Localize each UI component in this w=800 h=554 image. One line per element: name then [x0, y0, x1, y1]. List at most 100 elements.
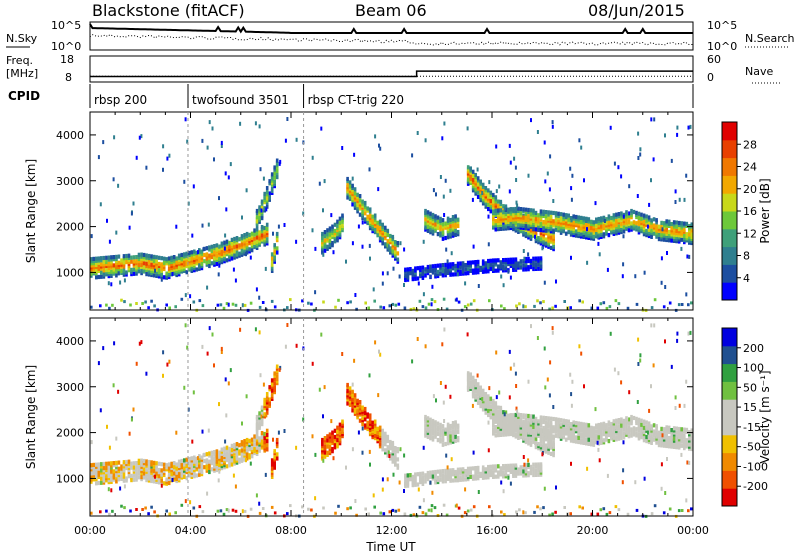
power-cell [348, 186, 352, 191]
velocity-cell [337, 504, 340, 508]
velocity-cell [142, 467, 146, 472]
power-cell [503, 307, 506, 311]
power-cell [527, 265, 530, 270]
velocity-cell [533, 510, 536, 514]
power-cell [238, 237, 241, 242]
power-cell [391, 253, 395, 258]
power-cell [135, 259, 138, 264]
power-cell [469, 170, 472, 175]
velocity-cell [328, 432, 332, 437]
power-cell [625, 220, 628, 225]
velocity-cell [262, 382, 265, 387]
power-cell [392, 266, 395, 271]
power-cell [353, 201, 357, 206]
velocity-cell [612, 429, 616, 434]
power-cell [346, 185, 349, 190]
velocity-cell [620, 427, 623, 432]
velocity-cell [100, 480, 103, 485]
velocity-cell [336, 442, 339, 447]
velocity-cell [489, 464, 493, 469]
velocity-cell [599, 508, 603, 512]
power-cell [361, 214, 364, 219]
velocity-cell [210, 454, 214, 459]
velocity-cell [386, 434, 390, 439]
velocity-cell [539, 507, 542, 511]
velocity-cell [416, 337, 419, 341]
power-cell [322, 252, 325, 257]
velocity-cell [203, 465, 206, 470]
power-cell [441, 136, 444, 141]
power-cell [537, 219, 540, 224]
velocity-cell [162, 350, 165, 355]
velocity-cell [135, 471, 138, 476]
velocity-cell [532, 466, 535, 471]
power-cell [456, 217, 460, 222]
power-cell [132, 267, 136, 272]
velocity-cell [549, 420, 553, 425]
velocity-cell [160, 483, 163, 488]
power-cell [476, 182, 480, 187]
power-cell [235, 244, 239, 249]
power-cell [112, 177, 115, 182]
power-cell [539, 209, 543, 214]
power-cell [137, 269, 141, 274]
velocity-cell [509, 413, 513, 418]
power-cell [547, 238, 550, 243]
power-cell [630, 208, 633, 214]
power-cell [202, 247, 205, 252]
velocity-cell [524, 413, 528, 418]
power-cell [301, 299, 304, 303]
velocity-cell [650, 424, 653, 429]
velocity-cell [332, 456, 335, 461]
power-cell [507, 217, 510, 223]
velocity-cell [270, 466, 274, 471]
velocity-cell [206, 351, 209, 356]
power-cell [260, 205, 264, 210]
power-cell [424, 221, 427, 226]
power-cell [233, 253, 236, 258]
power-cell [648, 202, 651, 207]
velocity-cell [657, 430, 661, 435]
velocity-cell [487, 469, 490, 474]
power-cell [357, 224, 360, 229]
velocity-cell [657, 443, 661, 448]
power-cell [426, 218, 430, 223]
power-cell [225, 302, 229, 306]
power-cell [595, 219, 598, 224]
power-cell [499, 199, 503, 204]
velocity-cell [548, 513, 551, 517]
velocity-cell [443, 419, 446, 423]
velocity-cell [128, 431, 131, 436]
velocity-cell [307, 507, 310, 511]
velocity-cell [102, 346, 105, 351]
velocity-cell [106, 424, 108, 429]
power-cell [363, 211, 367, 216]
velocity-cell [424, 431, 427, 436]
power-cell [233, 243, 236, 248]
power-cell [235, 240, 239, 245]
power-cell [600, 216, 603, 221]
power-cell [563, 300, 566, 303]
velocity-cell [259, 373, 262, 378]
velocity-cell [216, 509, 220, 513]
power-cell [111, 303, 114, 307]
power-cell [615, 229, 618, 234]
power-cell [404, 273, 407, 278]
power-cell [484, 200, 488, 205]
power-cell [668, 301, 672, 305]
power-cell [90, 305, 93, 309]
velocity-cell [201, 510, 205, 514]
velocity-cell [140, 458, 143, 463]
power-cell [353, 152, 356, 157]
velocity-cell [258, 421, 261, 426]
velocity-cell [240, 448, 244, 453]
power-cell [140, 134, 143, 139]
velocity-cell [519, 413, 523, 418]
velocity-cell [97, 480, 101, 486]
power-cell [640, 212, 643, 217]
velocity-cell [617, 430, 621, 435]
power-cell [384, 225, 387, 230]
power-cell [454, 222, 457, 227]
velocity-cell [451, 429, 455, 434]
power-cell [429, 264, 432, 269]
